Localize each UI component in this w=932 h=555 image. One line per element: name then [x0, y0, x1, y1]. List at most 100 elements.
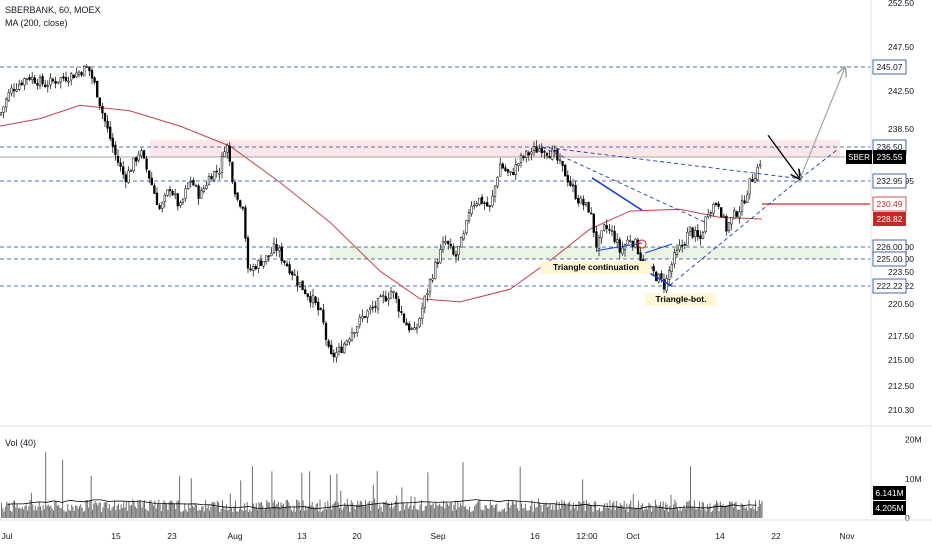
volume-bar: [99, 502, 101, 518]
volume-bar: [635, 508, 637, 518]
volume-bar: [444, 508, 446, 518]
volume-bar: [319, 499, 321, 518]
volume-bar: [407, 508, 409, 518]
volume-bar: [162, 503, 164, 518]
candle-body: [239, 200, 242, 207]
volume-bar: [257, 509, 259, 518]
volume-bar: [610, 509, 612, 518]
candle-body: [402, 313, 406, 323]
time-tick-label: Aug: [227, 531, 242, 541]
candle-body: [753, 178, 757, 183]
candle-body: [366, 310, 369, 318]
candle-body: [132, 157, 135, 171]
candle-body: [137, 154, 140, 161]
volume-bar: [379, 504, 381, 518]
volume-bar: [662, 501, 664, 518]
volume-bar: [264, 508, 266, 518]
volume-bar: [125, 501, 127, 518]
volume-bar: [60, 508, 62, 518]
volume-bar: [36, 510, 38, 518]
volume-bar: [49, 506, 51, 518]
volume-bar: [493, 507, 495, 518]
volume-bar: [644, 509, 646, 518]
volume-bar: [320, 511, 322, 518]
volume-bar: [197, 510, 199, 518]
volume-bar: [387, 503, 389, 518]
symbol-tag: SBER: [848, 153, 870, 162]
candle-body: [350, 332, 354, 341]
candle-body: [369, 307, 372, 310]
candle-body: [106, 120, 109, 129]
volume-bar: [634, 508, 636, 518]
volume-bar: [756, 510, 758, 518]
volume-bar: [397, 503, 399, 518]
volume-bar: [294, 511, 296, 518]
volume-bar: [671, 509, 673, 518]
volume-bar: [550, 509, 552, 518]
level-badge-2-bg: [873, 174, 906, 188]
candle-body: [259, 260, 263, 266]
candle-body: [309, 296, 312, 303]
volume-bar: [258, 502, 260, 518]
volume-bar: [322, 510, 324, 518]
volume-legend[interactable]: Vol (40): [5, 438, 37, 448]
volume-bar: [560, 508, 561, 518]
candle-body: [400, 311, 403, 313]
volume-bar: [643, 510, 645, 518]
volume-bar: [123, 502, 125, 518]
candle-body: [363, 316, 367, 318]
symbol-legend[interactable]: SBERBANK, 60, MOEX: [5, 5, 101, 15]
volume-bar: [90, 475, 92, 518]
volume-bar: [749, 508, 751, 518]
volume-bar: [54, 501, 56, 518]
volume-bar: [573, 502, 574, 518]
volume-bar: [41, 510, 43, 518]
volume-bar: [345, 505, 347, 518]
volume-bar: [189, 508, 191, 518]
time-axis[interactable]: Jul 15 23 Aug 13 20 Sep 16 12:00 Oct 14 22 Nov: [0, 519, 932, 541]
price-tick-label: 223.50: [888, 267, 914, 277]
candle-body: [213, 171, 216, 181]
candle-body: [46, 85, 49, 88]
volume-bar: [69, 510, 71, 518]
ma-legend[interactable]: MA (200, close): [5, 18, 68, 28]
volume-bar: [176, 501, 178, 518]
candle-body: [265, 255, 268, 262]
volume-bar: [366, 505, 368, 518]
candle-body: [694, 230, 697, 237]
volume-bar: [575, 504, 577, 518]
volume-bar: [393, 506, 395, 518]
price-tick-label: 220.50: [888, 299, 914, 309]
candle-body: [220, 156, 224, 173]
volume-bar: [56, 505, 58, 518]
volume-bar: [543, 504, 545, 518]
volume-bar: [435, 502, 437, 518]
volume-bar: [116, 505, 118, 518]
volume-bar: [497, 511, 499, 518]
candle-body: [218, 172, 221, 175]
time-tick-label: 20: [352, 531, 362, 541]
volume-bar: [58, 505, 60, 518]
volume-bar: [352, 502, 353, 518]
volume-bar: [604, 503, 606, 518]
volume-bar: [305, 505, 307, 518]
triangle-continuation-line: [596, 242, 643, 252]
volume-bar: [355, 504, 357, 518]
candle-body: [200, 190, 203, 199]
volume-bar: [461, 505, 463, 518]
volume-bar: [483, 510, 485, 518]
price-tick-label: 210.30: [888, 405, 914, 415]
candle-body: [54, 80, 57, 84]
volume-bar: [721, 505, 723, 518]
candle-body: [525, 150, 528, 158]
price-tick-label: 247.50: [888, 42, 914, 52]
candle-body: [41, 76, 44, 85]
candle-body: [15, 89, 18, 92]
volume-bar: [452, 510, 454, 518]
volume-bar: [142, 502, 144, 518]
red-level-badge: 230.49: [877, 199, 903, 209]
volume-bar: [105, 502, 106, 518]
volume-bar: [289, 505, 291, 518]
